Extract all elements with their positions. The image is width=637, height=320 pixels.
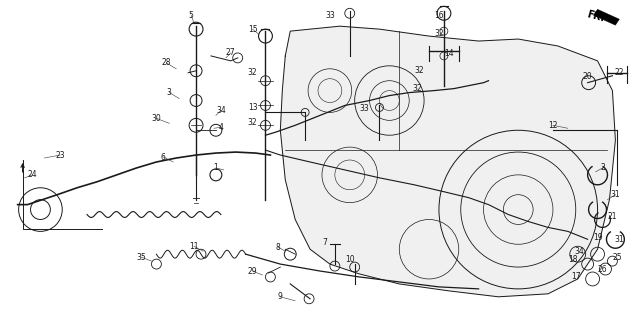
Text: 4: 4 (218, 123, 224, 132)
Text: 16: 16 (434, 11, 444, 20)
Text: 26: 26 (598, 265, 607, 274)
Text: 33: 33 (360, 104, 369, 113)
Text: 19: 19 (593, 233, 603, 242)
Text: 2: 2 (600, 164, 605, 172)
Text: 32: 32 (412, 84, 422, 93)
Text: 3: 3 (167, 88, 172, 97)
Text: 32: 32 (248, 118, 257, 127)
Text: 25: 25 (613, 253, 622, 262)
Text: 12: 12 (548, 121, 558, 130)
Text: 27: 27 (226, 48, 236, 57)
Text: 30: 30 (152, 114, 161, 123)
Text: 5: 5 (189, 11, 194, 20)
Text: 6: 6 (161, 153, 166, 162)
Text: 24: 24 (27, 170, 38, 180)
Text: 10: 10 (345, 255, 355, 264)
Text: 31: 31 (611, 190, 620, 199)
Circle shape (210, 169, 222, 181)
Text: 14: 14 (444, 49, 454, 59)
Text: 17: 17 (571, 272, 580, 282)
Text: 11: 11 (189, 242, 199, 251)
Text: 8: 8 (276, 243, 281, 252)
Text: 29: 29 (248, 267, 257, 276)
Text: FR.: FR. (585, 9, 606, 23)
Polygon shape (594, 9, 619, 25)
Text: 34: 34 (575, 247, 585, 256)
Text: 32: 32 (248, 68, 257, 77)
Text: 23: 23 (55, 150, 65, 160)
Text: 22: 22 (615, 68, 624, 77)
Text: 32: 32 (414, 66, 424, 75)
Text: 18: 18 (568, 255, 578, 264)
Text: 34: 34 (216, 106, 225, 115)
Text: 9: 9 (278, 292, 283, 301)
Text: 15: 15 (248, 25, 257, 34)
Text: 20: 20 (583, 72, 592, 81)
Text: 32: 32 (434, 28, 444, 38)
Text: 33: 33 (325, 11, 335, 20)
Text: 21: 21 (608, 212, 617, 221)
Text: 28: 28 (162, 58, 171, 67)
Text: 35: 35 (137, 253, 147, 262)
Text: 7: 7 (322, 238, 327, 247)
Text: 1: 1 (213, 164, 218, 172)
Polygon shape (280, 26, 615, 297)
Text: 13: 13 (248, 103, 257, 112)
Text: 31: 31 (615, 235, 624, 244)
